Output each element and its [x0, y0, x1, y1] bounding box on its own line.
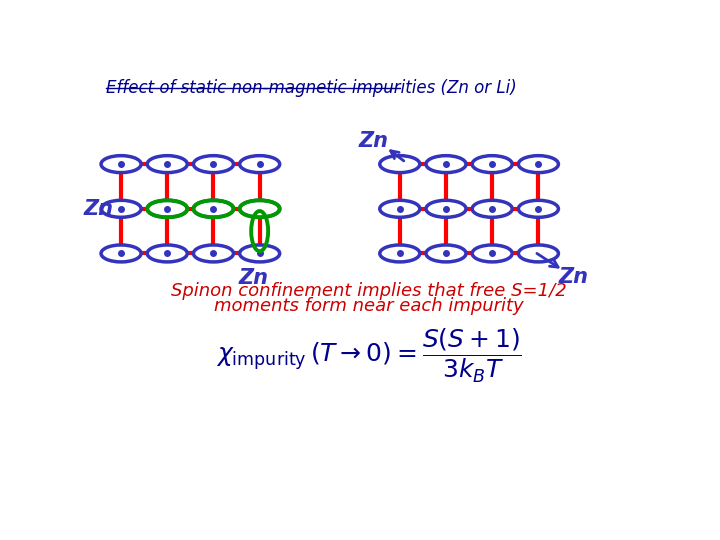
- Ellipse shape: [240, 245, 279, 262]
- Ellipse shape: [194, 245, 233, 262]
- Ellipse shape: [240, 200, 279, 217]
- Ellipse shape: [379, 156, 420, 173]
- Ellipse shape: [379, 245, 420, 262]
- Ellipse shape: [194, 156, 233, 173]
- Ellipse shape: [426, 200, 466, 217]
- Ellipse shape: [472, 245, 512, 262]
- Ellipse shape: [101, 245, 141, 262]
- Ellipse shape: [472, 156, 512, 173]
- Ellipse shape: [147, 156, 187, 173]
- Ellipse shape: [518, 156, 559, 173]
- Ellipse shape: [426, 245, 466, 262]
- Ellipse shape: [472, 200, 512, 217]
- Text: Zn: Zn: [84, 199, 113, 219]
- Text: Zn: Zn: [238, 268, 269, 288]
- Text: moments form near each impurity: moments form near each impurity: [214, 298, 524, 315]
- Ellipse shape: [518, 200, 559, 217]
- Ellipse shape: [194, 200, 233, 217]
- Ellipse shape: [426, 156, 466, 173]
- Ellipse shape: [240, 156, 279, 173]
- Ellipse shape: [518, 245, 559, 262]
- Text: Spinon confinement implies that free S=1/2: Spinon confinement implies that free S=1…: [171, 282, 567, 300]
- Ellipse shape: [147, 245, 187, 262]
- Ellipse shape: [379, 200, 420, 217]
- Text: $\chi_{\mathrm{impurity}}\,(T\rightarrow 0)=\dfrac{S(S+1)}{3k_{B}T}$: $\chi_{\mathrm{impurity}}\,(T\rightarrow…: [216, 327, 522, 384]
- Text: Effect of static non-magnetic impurities (Zn or Li): Effect of static non-magnetic impurities…: [106, 79, 516, 97]
- Ellipse shape: [101, 156, 141, 173]
- Text: Zn: Zn: [359, 131, 388, 151]
- Ellipse shape: [101, 200, 141, 217]
- Text: Zn: Zn: [558, 267, 588, 287]
- Ellipse shape: [147, 200, 187, 217]
